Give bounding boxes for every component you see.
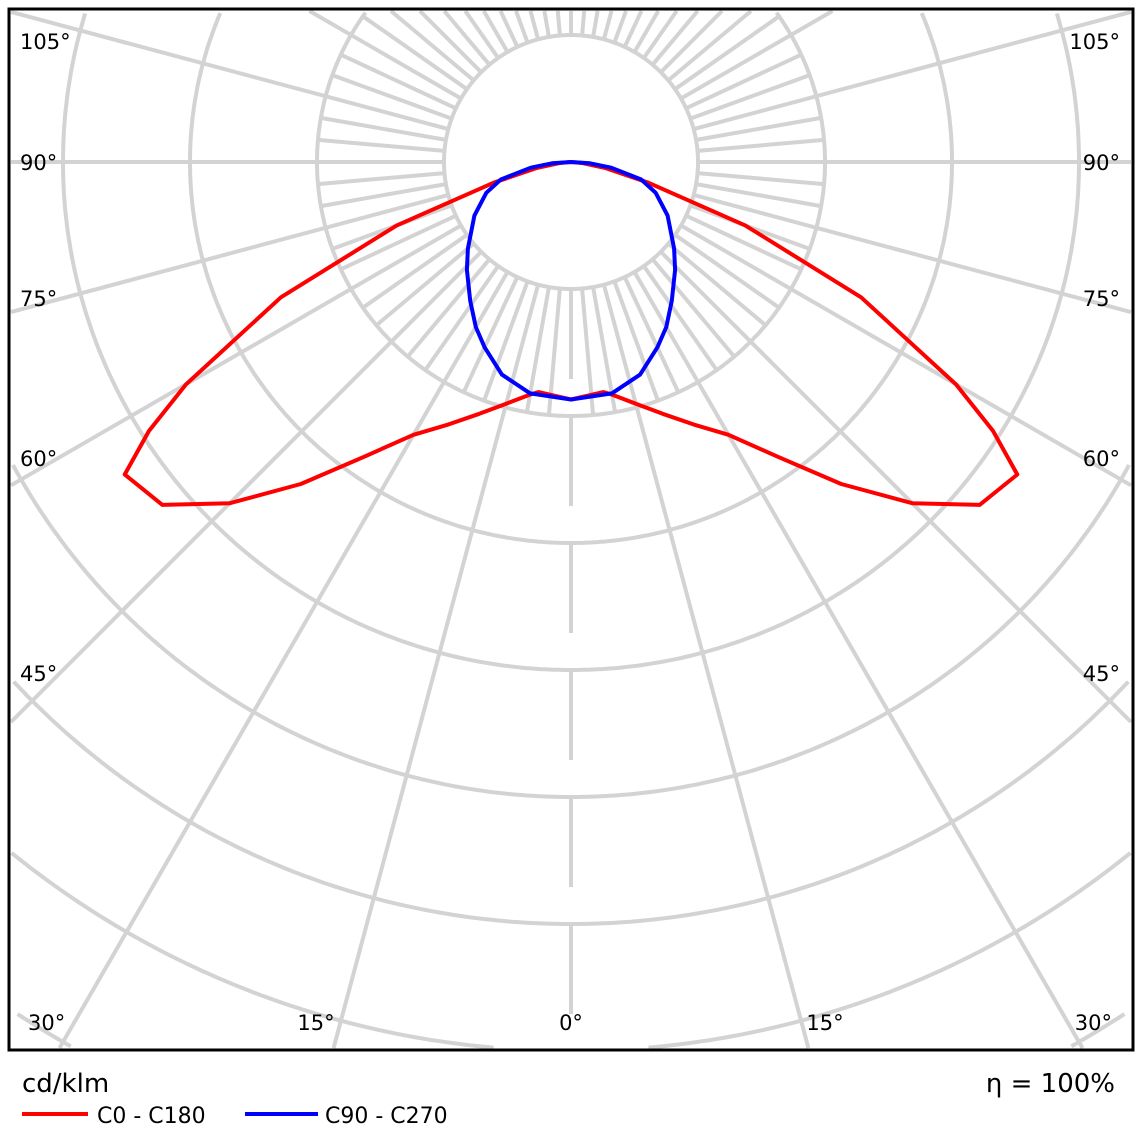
grid-radial-line bbox=[331, 284, 541, 1049]
legend-label-c0-c180: C0 - C180 bbox=[97, 1104, 206, 1129]
angle-label-right: 105° bbox=[1069, 30, 1120, 54]
grid-radial-line bbox=[693, 192, 1132, 315]
grid-radial-line bbox=[317, 171, 445, 187]
grid-ring bbox=[61, 12, 1081, 672]
angle-label-left: 75° bbox=[20, 287, 57, 311]
grid-radial-line bbox=[482, 280, 530, 402]
angle-label-left: 30° bbox=[28, 1011, 65, 1035]
grid-ring bbox=[12, 680, 1130, 926]
grid-radial-line bbox=[685, 52, 803, 111]
angle-label-left: 105° bbox=[20, 30, 71, 54]
grid-radial-line bbox=[697, 171, 825, 187]
grid-radial-line bbox=[375, 242, 475, 327]
angle-label-right: 90° bbox=[1083, 151, 1120, 175]
grid-radial-line bbox=[693, 9, 1132, 132]
angle-label-right: 30° bbox=[1075, 1011, 1112, 1035]
angle-label-left: 90° bbox=[20, 151, 57, 175]
grid-radial-line bbox=[423, 264, 500, 372]
legend-label-c90-c270: C90 - C270 bbox=[325, 1104, 448, 1129]
grid-radial-line bbox=[57, 271, 510, 1049]
grid-radial-line bbox=[651, 9, 700, 66]
angle-label-right: 75° bbox=[1083, 287, 1120, 311]
grid-radial-line bbox=[612, 280, 660, 402]
grid-ring bbox=[10, 851, 1132, 1050]
grid-radial-line bbox=[679, 9, 834, 101]
grid-radial-line bbox=[580, 10, 587, 36]
grid-radial-line bbox=[308, 9, 463, 101]
grid-radial-line bbox=[331, 73, 453, 121]
grid-radial-line bbox=[528, 10, 541, 40]
grid-radial-line bbox=[642, 264, 719, 372]
efficiency-label: η = 100% bbox=[986, 1069, 1115, 1099]
grid-radial-line bbox=[632, 9, 660, 54]
polar-grid bbox=[9, 9, 1133, 1050]
angle-label-right: 60° bbox=[1083, 447, 1120, 471]
grid-radial-line bbox=[320, 115, 447, 142]
grid-radial-line bbox=[406, 258, 491, 358]
angle-label-left: 45° bbox=[20, 662, 57, 686]
grid-radial-line bbox=[555, 10, 562, 36]
grid-radial-line bbox=[9, 250, 483, 724]
grid-radial-line bbox=[317, 137, 445, 153]
grid-radial-line bbox=[418, 9, 483, 74]
grid-ring bbox=[188, 12, 954, 545]
grid-radial-line bbox=[659, 250, 1133, 724]
grid-radial-line bbox=[514, 10, 530, 44]
grid-radial-line bbox=[10, 192, 449, 315]
angle-label-left: 60° bbox=[20, 447, 57, 471]
grid-radial-line bbox=[361, 14, 469, 91]
grid-radial-line bbox=[695, 182, 822, 209]
angle-label-bottom: 15° bbox=[297, 1011, 334, 1035]
grid-radial-line bbox=[659, 9, 724, 74]
grid-radial-line bbox=[697, 137, 825, 153]
grid-ring bbox=[11, 464, 1131, 799]
grid-radial-line bbox=[622, 276, 681, 394]
grid-radial-line bbox=[673, 14, 781, 91]
curves bbox=[122, 160, 1020, 507]
angle-label-right: 45° bbox=[1083, 662, 1120, 686]
grid-radial-line bbox=[482, 9, 510, 54]
grid-radial-line bbox=[685, 213, 803, 272]
grid-radial-line bbox=[680, 223, 1132, 488]
grid-radial-line bbox=[601, 284, 811, 1049]
grid-radial-line bbox=[442, 9, 491, 66]
grid-radial-line bbox=[591, 10, 600, 38]
grid-radial-line bbox=[320, 182, 447, 209]
grid-radial-line bbox=[389, 9, 475, 82]
grid-radial-line bbox=[10, 223, 462, 488]
grid-radial-line bbox=[632, 271, 1085, 1049]
angle-label-bottom: 15° bbox=[806, 1011, 843, 1035]
grid-radial-line bbox=[667, 9, 753, 82]
grid-radial-line bbox=[642, 9, 679, 60]
grid-radial-line bbox=[612, 10, 628, 44]
grid-radial-line bbox=[622, 10, 644, 48]
grid-radial-line bbox=[695, 115, 822, 142]
grid-radial-line bbox=[361, 233, 469, 310]
chart-frame bbox=[7, 7, 1135, 1052]
grid-radial-line bbox=[651, 258, 736, 358]
angle-label-bottom: 0° bbox=[559, 1011, 583, 1035]
unit-label: cd/klm bbox=[22, 1069, 109, 1099]
grid-radial-line bbox=[339, 213, 457, 272]
grid-radial-line bbox=[461, 276, 520, 394]
grid-radial-line bbox=[673, 233, 781, 310]
grid-radial-line bbox=[667, 242, 767, 327]
angle-labels: 105° 90° 75° 60° 45° 30° 105° 90° 75° 60° 45° 30° 15… bbox=[20, 30, 1120, 1035]
grid-radial-line bbox=[339, 52, 457, 111]
grid-radial-line bbox=[601, 10, 614, 40]
grid-radial-line bbox=[542, 10, 551, 38]
grid-radial-line bbox=[498, 10, 520, 48]
grid-radial-line bbox=[10, 9, 449, 132]
grid-radial-line bbox=[689, 73, 811, 121]
grid-radial-line bbox=[463, 9, 500, 60]
curve-c90-c270 bbox=[464, 160, 678, 402]
